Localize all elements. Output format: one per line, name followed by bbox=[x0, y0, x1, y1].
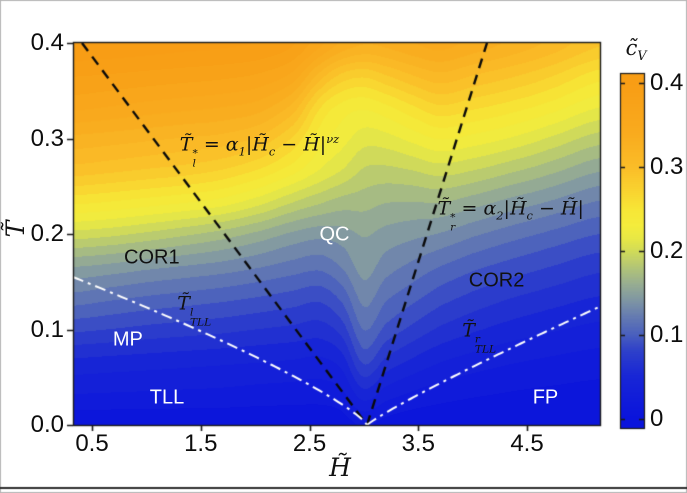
y-tick-0.1: 0.1 bbox=[30, 315, 64, 343]
x-tick-3.5: 3.5 bbox=[401, 430, 435, 457]
region-label-cor1: COR1 bbox=[124, 246, 180, 269]
y-tick-0.4: 0.4 bbox=[30, 29, 64, 56]
x-tick-2.5: 2.5 bbox=[292, 430, 327, 457]
x-tick-4.5: 4.5 bbox=[510, 430, 544, 457]
region-label-tll: TLL bbox=[149, 386, 185, 409]
x-tick-1.5: 1.5 bbox=[184, 430, 218, 457]
y-tick-0.0: 0.0 bbox=[30, 411, 64, 438]
region-label-qc: QC bbox=[319, 223, 350, 246]
region-label-mp: MP bbox=[112, 328, 143, 351]
region-label-fp: FP bbox=[532, 386, 559, 409]
y-tick-0.3: 0.3 bbox=[30, 124, 64, 152]
region-label-cor2: COR2 bbox=[468, 269, 525, 292]
colorbar-tick-0: 0 bbox=[650, 404, 664, 432]
colorbar-title: c̃V bbox=[625, 35, 647, 64]
colorbar-tick-0.2: 0.2 bbox=[650, 236, 684, 264]
label-tll-left-temperature: T̃ l TLL bbox=[177, 292, 212, 329]
colorbar-tick-0.3: 0.3 bbox=[650, 152, 684, 180]
colorbar-tick-0.1: 0.1 bbox=[650, 320, 684, 348]
x-tick-0.5: 0.5 bbox=[75, 430, 109, 457]
formula-right-crossover: T̃ * r = α2|H̃c − H̃| bbox=[437, 197, 584, 234]
colorbar-tick-0.4: 0.4 bbox=[650, 69, 684, 97]
formula-left-crossover: T̃ * l = α1|H̃c − H̃|νz bbox=[179, 132, 340, 170]
y-axis-label: T̃ bbox=[0, 220, 30, 238]
x-axis-label: H̃ bbox=[329, 452, 351, 482]
label-tll-right-temperature: T̃ r TLL bbox=[462, 319, 497, 356]
y-tick-0.2: 0.2 bbox=[30, 220, 64, 247]
